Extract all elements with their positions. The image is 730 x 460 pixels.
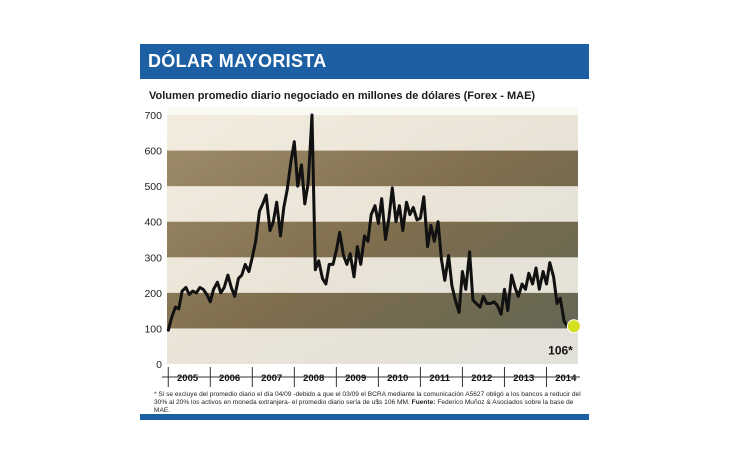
chart-card: DÓLAR MAYORISTA Volumen promedio diario … xyxy=(140,44,589,420)
footnote-text: * Si se excluye del promedio diario el d… xyxy=(154,391,581,407)
grid-band xyxy=(167,150,578,187)
series-line xyxy=(166,113,573,332)
x-tick-label: 2005 xyxy=(177,373,199,384)
y-tick-label: 500 xyxy=(144,181,162,193)
y-tick-label: 200 xyxy=(144,288,162,300)
y-tick-label: 300 xyxy=(144,252,162,264)
grid-band xyxy=(167,328,578,364)
footnote: * Si se excluye del promedio diario el d… xyxy=(154,391,584,416)
x-tick-label: 2012 xyxy=(471,373,492,384)
x-tick-label: 2013 xyxy=(513,373,534,384)
grid-band xyxy=(167,221,578,258)
y-tick-label: 400 xyxy=(144,217,162,229)
source-text: Federico Muñoz & Asociados sobre la base… xyxy=(154,399,574,415)
title-bar: DÓLAR MAYORISTA xyxy=(140,44,589,79)
x-axis xyxy=(162,367,580,387)
grid-bands xyxy=(167,107,578,364)
plot-area xyxy=(167,115,578,364)
source-label: Fuente: xyxy=(411,399,436,407)
x-tick-label: 2011 xyxy=(429,373,450,384)
x-tick-label: 2014 xyxy=(555,373,577,384)
chart-title: DÓLAR MAYORISTA xyxy=(148,51,327,71)
plot-background xyxy=(167,115,578,364)
y-tick-label: 100 xyxy=(144,323,162,335)
x-tick-label: 2006 xyxy=(219,373,240,384)
grid-band xyxy=(167,292,578,329)
x-axis-labels: 2005 2006 2007 2008 2009 2010 2011 2012 2013 2014 xyxy=(177,373,577,384)
chart-subtitle: Volumen promedio diario negociado en mil… xyxy=(149,90,536,102)
grid-band xyxy=(167,186,578,222)
x-tick-label: 2010 xyxy=(387,373,408,384)
x-tick-label: 2009 xyxy=(345,373,366,384)
y-tick-label: 0 xyxy=(156,359,162,371)
last-value-marker xyxy=(566,319,581,334)
y-axis: 0 100 200 300 400 500 600 700 xyxy=(144,110,162,371)
x-tick-label: 2007 xyxy=(261,373,282,384)
bottom-bar xyxy=(140,414,589,420)
y-tick-label: 600 xyxy=(144,146,162,158)
x-tick-label: 2008 xyxy=(303,373,324,384)
grid-band xyxy=(167,107,578,115)
grid-band xyxy=(167,115,578,151)
y-tick-label: 700 xyxy=(144,110,162,122)
last-value-annotation: 106* xyxy=(548,343,573,357)
